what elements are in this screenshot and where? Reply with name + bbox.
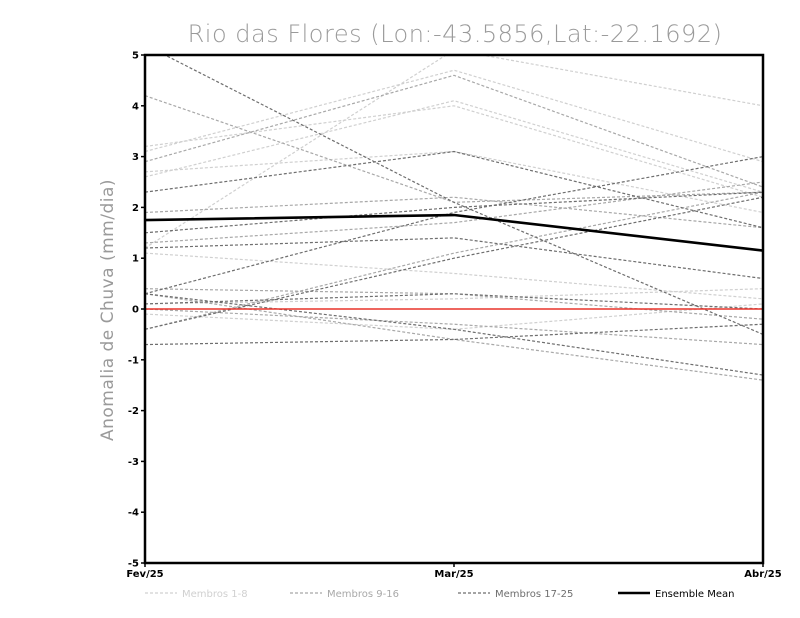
series-line-group1-member1 xyxy=(145,69,763,163)
x-tick-label: Fev/25 xyxy=(126,569,163,580)
series-line-group2-member6 xyxy=(145,181,763,244)
series-line-group3-member5 xyxy=(145,293,763,310)
legend-label: Membros 1-8 xyxy=(182,589,248,600)
series-line-group3-member6 xyxy=(145,323,763,346)
series-line-group1-member5 xyxy=(145,288,763,305)
series-line-group3-member9 xyxy=(145,293,763,376)
series-line-group1-member4 xyxy=(145,150,763,214)
series-line-group1-member3 xyxy=(145,55,763,249)
series-line-group3-member1 xyxy=(145,150,763,229)
x-tick-label: Mar/25 xyxy=(434,569,473,580)
y-tick-label: 1 xyxy=(132,254,139,265)
y-tick-label: -4 xyxy=(128,508,139,519)
series-line-group1-member2 xyxy=(145,100,763,193)
series-line-group2-member8 xyxy=(145,293,763,381)
legend: Membros 1-8 Membros 9-16 Membros 17-25 Ense… xyxy=(145,589,734,600)
y-tick-label: 2 xyxy=(132,203,139,214)
series-line-group3-member3 xyxy=(145,156,763,295)
y-axis-label: Anomalia de Chuva (mm/dia) xyxy=(98,179,118,441)
y-tick-label: -2 xyxy=(128,406,139,417)
y-tick-label: 5 xyxy=(132,51,139,62)
series-line-group2-member7 xyxy=(145,308,763,346)
x-tick-label: Abr/25 xyxy=(744,569,781,580)
series-line-group2-member4 xyxy=(145,191,763,330)
series-line-group2-member5 xyxy=(145,74,763,188)
ensemble-mean-line xyxy=(145,213,763,252)
series-line-group3-member2 xyxy=(145,191,763,234)
series-line-group2-member3 xyxy=(145,288,763,320)
series-layer xyxy=(145,55,763,381)
series-line-group3-member7 xyxy=(145,196,763,330)
legend-label: Membros 9-16 xyxy=(327,589,399,600)
y-tick-label: -5 xyxy=(128,559,139,570)
y-tick-label: 3 xyxy=(132,152,139,163)
legend-label: Membros 17-25 xyxy=(495,589,573,600)
y-tick-label: -3 xyxy=(128,457,139,468)
series-line-group2-member1 xyxy=(145,95,763,203)
y-tick-label: 0 xyxy=(132,305,139,316)
legend-label: Ensemble Mean xyxy=(655,589,734,600)
y-tick-label: 4 xyxy=(132,101,139,112)
series-line-group3-member4 xyxy=(145,237,763,280)
series-line-group1-member7 xyxy=(145,105,763,198)
chart-title: Rio das Flores (Lon:-43.5856,Lat:-22.169… xyxy=(188,20,723,48)
series-line-group3-member8 xyxy=(163,55,763,335)
y-tick-label: -1 xyxy=(128,355,139,366)
series-line-group1-member6 xyxy=(145,303,763,330)
